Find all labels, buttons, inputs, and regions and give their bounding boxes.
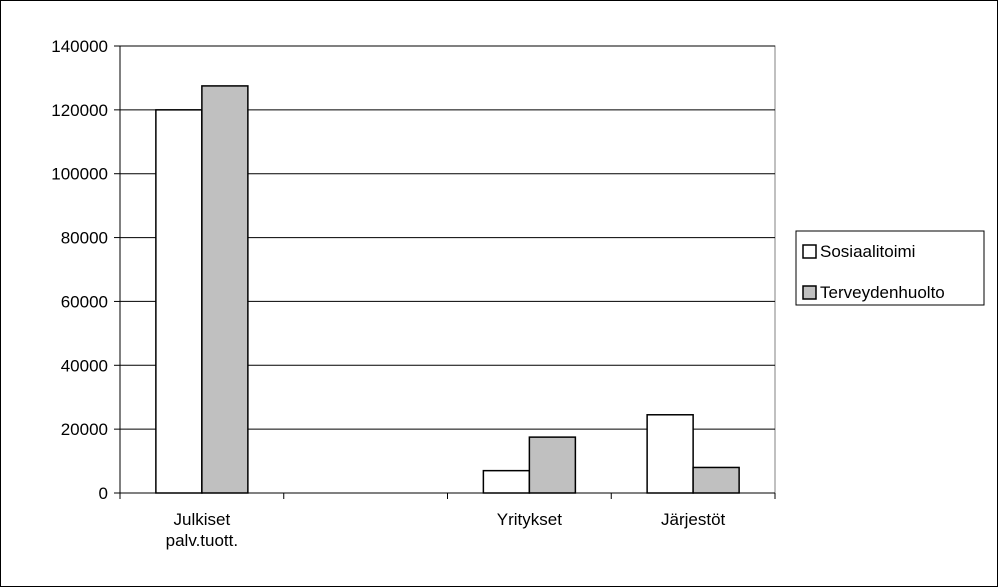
bar-terveydenhuolto-0 (201, 85, 249, 494)
legend-label-sosiaalitoimi: Sosiaalitoimi (820, 242, 915, 261)
x-tick-labels: Julkiset palv.tuott. Yritykset Järjestöt (166, 510, 726, 550)
legend-box (795, 230, 985, 306)
y-tick-label: 0 (99, 484, 108, 503)
y-tick-label: 60000 (61, 292, 108, 311)
y-tick-label: 40000 (61, 356, 108, 375)
y-tick-label: 80000 (61, 229, 108, 248)
legend-label-terveydenhuolto: Terveydenhuolto (820, 283, 945, 302)
y-tick-label: 120000 (51, 101, 108, 120)
legend: Sosiaalitoimi Terveydenhuolto (795, 230, 985, 306)
bar-sosiaalitoimi-3 (646, 414, 694, 494)
bar-terveydenhuolto-2 (528, 436, 577, 494)
legend-swatch-terveydenhuolto (802, 285, 817, 300)
y-tick-label: 20000 (61, 420, 108, 439)
axes (114, 45, 776, 499)
y-tick-label: 140000 (51, 37, 108, 56)
y-tick-labels: 0 20000 40000 60000 80000 100000 120000 140000 (51, 37, 108, 503)
x-tick-label: Järjestöt (661, 510, 726, 529)
plot-area: 020000400006000080000100000120000140000 … (51, 37, 776, 550)
bar-sosiaalitoimi-0 (155, 109, 203, 494)
bar-sosiaalitoimi-2 (482, 469, 531, 494)
y-tick-label: 100000 (51, 165, 108, 184)
bar-terveydenhuolto-3 (692, 466, 740, 494)
x-tick-label: Yritykset (497, 510, 562, 529)
x-tick-label: Julkiset palv.tuott. (166, 510, 238, 550)
legend-swatch-sosiaalitoimi (802, 244, 817, 259)
bars (155, 85, 740, 494)
